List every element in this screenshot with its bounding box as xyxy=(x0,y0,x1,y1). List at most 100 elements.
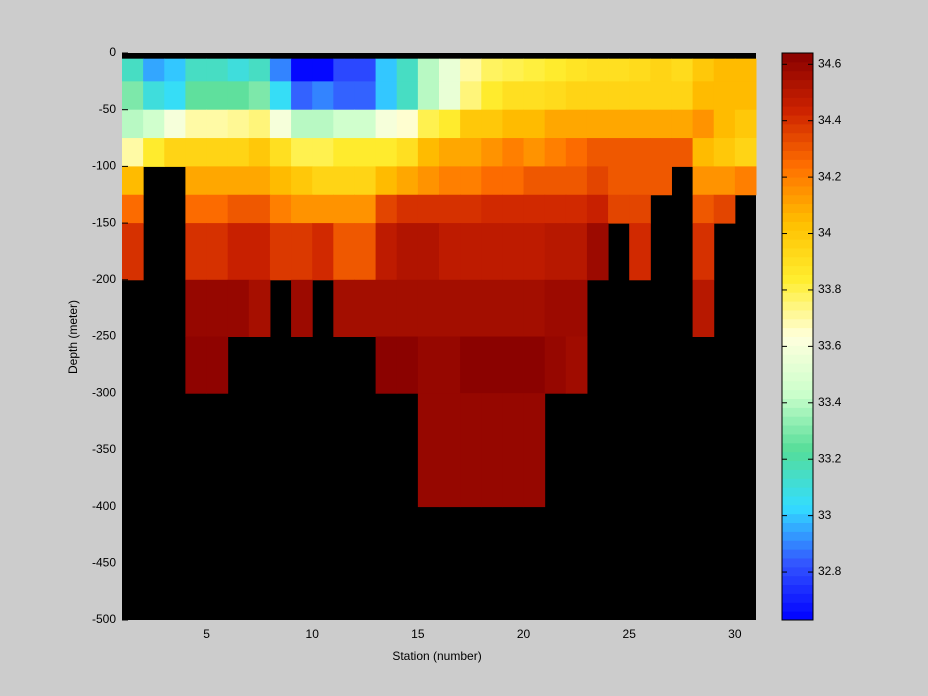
heatmap-cell xyxy=(375,109,398,139)
colorbar-swatch xyxy=(782,407,813,417)
heatmap-cell xyxy=(544,223,567,281)
heatmap-cell xyxy=(439,336,461,394)
colorbar-swatch xyxy=(782,309,813,320)
colorbar-swatch xyxy=(782,433,813,444)
heatmap-cell xyxy=(354,194,377,224)
heatmap-cell xyxy=(713,166,736,196)
heatmap-cell xyxy=(206,166,229,196)
heatmap-cell xyxy=(164,138,186,167)
heatmap-cell xyxy=(565,223,588,281)
x-tick-label: 10 xyxy=(306,627,320,641)
heatmap-cell xyxy=(629,138,651,167)
heatmap-cell xyxy=(122,81,144,111)
heatmap-cell xyxy=(396,58,419,82)
heatmap-cell xyxy=(481,393,503,508)
heatmap-cell xyxy=(354,223,377,281)
heatmap-cell xyxy=(629,109,651,139)
colorbar-tick-label: 34.4 xyxy=(818,113,842,127)
colorbar-swatch xyxy=(782,115,813,125)
heatmap-cell xyxy=(460,336,482,394)
colorbar-swatch xyxy=(782,354,813,364)
heatmap-cell xyxy=(375,166,398,196)
colorbar-swatch xyxy=(782,97,813,107)
colorbar-swatch xyxy=(782,177,813,187)
colorbar-swatch xyxy=(782,88,813,98)
heatmap-cell xyxy=(312,194,334,224)
colorbar-swatch xyxy=(782,389,813,400)
heatmap-cell xyxy=(650,109,672,139)
heatmap-cell xyxy=(375,336,398,394)
heatmap-cell xyxy=(565,279,588,337)
heatmap-cell xyxy=(565,138,588,167)
heatmap-cell xyxy=(713,81,736,111)
heatmap-cell xyxy=(544,109,567,139)
heatmap-cell xyxy=(417,166,440,196)
heatmap-cell xyxy=(396,223,419,281)
heatmap-cell xyxy=(312,166,334,196)
heatmap-cell xyxy=(248,138,271,167)
heatmap-cell xyxy=(291,166,313,196)
colorbar-swatch xyxy=(782,531,813,541)
heatmap-cell xyxy=(713,109,736,139)
heatmap-cell xyxy=(375,223,398,281)
heatmap-cell xyxy=(439,393,461,508)
y-tick-label: -450 xyxy=(92,555,116,569)
heatmap-cell xyxy=(291,279,313,337)
heatmap-cell xyxy=(481,138,503,167)
heatmap-cell xyxy=(354,58,377,82)
heatmap-cell xyxy=(692,279,715,337)
colorbar-swatch xyxy=(782,185,813,196)
heatmap-cell xyxy=(523,166,546,196)
colorbar-swatch xyxy=(782,221,813,231)
heatmap-cell xyxy=(460,223,482,281)
heatmap-cell xyxy=(396,138,419,167)
heatmap-cell xyxy=(333,81,355,111)
heatmap-cell xyxy=(608,138,630,167)
heatmap-cell xyxy=(354,279,377,337)
heatmap-cell xyxy=(713,194,736,224)
colorbar-swatch xyxy=(782,487,813,497)
colorbar-swatch xyxy=(782,70,813,81)
heatmap-cell xyxy=(396,336,419,394)
colorbar-swatch xyxy=(782,611,813,621)
colorbar-swatch xyxy=(782,123,813,134)
heatmap-cell xyxy=(333,279,355,337)
y-tick-label: -250 xyxy=(92,329,116,343)
heatmap-cell xyxy=(502,166,525,196)
heatmap-cell xyxy=(734,58,757,82)
heatmap-cell xyxy=(544,58,567,82)
heatmap-cell xyxy=(227,279,250,337)
y-tick-label: -100 xyxy=(92,159,116,173)
heatmap-cell xyxy=(227,166,250,196)
heatmap-cell xyxy=(122,223,144,281)
heatmap-cell xyxy=(586,138,609,167)
colorbar-swatch xyxy=(782,239,813,249)
heatmap-cell xyxy=(248,109,271,139)
colorbar-swatch xyxy=(782,549,813,559)
heatmap-cell xyxy=(185,109,208,139)
heatmap-cell xyxy=(122,109,144,139)
x-tick-label: 15 xyxy=(411,627,425,641)
heatmap-cell xyxy=(734,138,757,167)
heatmap-cell xyxy=(460,194,482,224)
heatmap-cell xyxy=(692,138,715,167)
heatmap-cell xyxy=(291,58,313,82)
heatmap-cell xyxy=(333,138,355,167)
heatmap-cell xyxy=(375,81,398,111)
colorbar-tick-label: 34.6 xyxy=(818,56,842,70)
heatmap-cell xyxy=(439,58,461,82)
heatmap-cell xyxy=(206,58,229,82)
colorbar-swatch xyxy=(782,256,813,267)
colorbar-swatch xyxy=(782,203,813,213)
heatmap-cell xyxy=(354,81,377,111)
y-tick-label: -350 xyxy=(92,442,116,456)
heatmap-cell xyxy=(417,58,440,82)
colorbar-swatch xyxy=(782,398,813,408)
heatmap-cell xyxy=(312,109,334,139)
heatmap-cell xyxy=(185,138,208,167)
heatmap-cell xyxy=(502,58,525,82)
heatmap-cell xyxy=(375,138,398,167)
heatmap-cell xyxy=(460,279,482,337)
heatmap-cell xyxy=(206,223,229,281)
